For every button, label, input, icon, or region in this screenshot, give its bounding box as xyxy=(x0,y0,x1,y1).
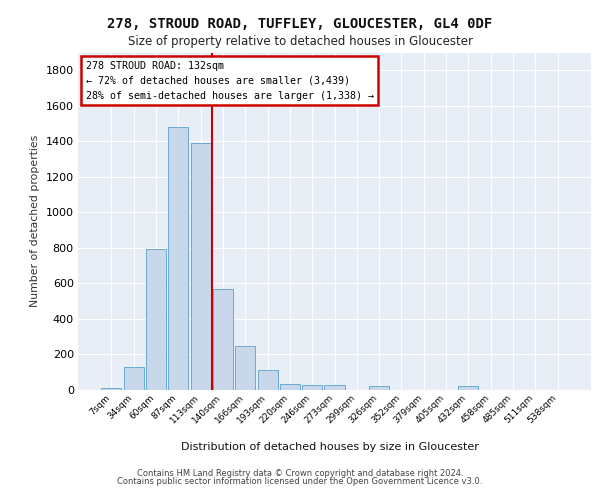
Bar xyxy=(168,127,188,390)
Bar xyxy=(124,367,144,390)
Text: Size of property relative to detached houses in Gloucester: Size of property relative to detached ho… xyxy=(128,35,473,48)
Bar xyxy=(369,386,389,390)
Bar xyxy=(325,384,344,390)
Text: Contains public sector information licensed under the Open Government Licence v3: Contains public sector information licen… xyxy=(118,477,482,486)
Bar xyxy=(191,143,211,390)
Bar xyxy=(146,249,166,390)
Text: Distribution of detached houses by size in Gloucester: Distribution of detached houses by size … xyxy=(181,442,479,452)
Bar xyxy=(302,384,322,390)
Text: Contains HM Land Registry data © Crown copyright and database right 2024.: Contains HM Land Registry data © Crown c… xyxy=(137,468,463,477)
Bar xyxy=(213,289,233,390)
Bar xyxy=(458,386,478,390)
Y-axis label: Number of detached properties: Number of detached properties xyxy=(30,135,40,308)
Text: 278 STROUD ROAD: 132sqm
← 72% of detached houses are smaller (3,439)
28% of semi: 278 STROUD ROAD: 132sqm ← 72% of detache… xyxy=(86,61,374,100)
Bar xyxy=(101,388,121,390)
Bar xyxy=(257,370,278,390)
Text: 278, STROUD ROAD, TUFFLEY, GLOUCESTER, GL4 0DF: 278, STROUD ROAD, TUFFLEY, GLOUCESTER, G… xyxy=(107,18,493,32)
Bar xyxy=(280,384,300,390)
Bar xyxy=(235,346,255,390)
